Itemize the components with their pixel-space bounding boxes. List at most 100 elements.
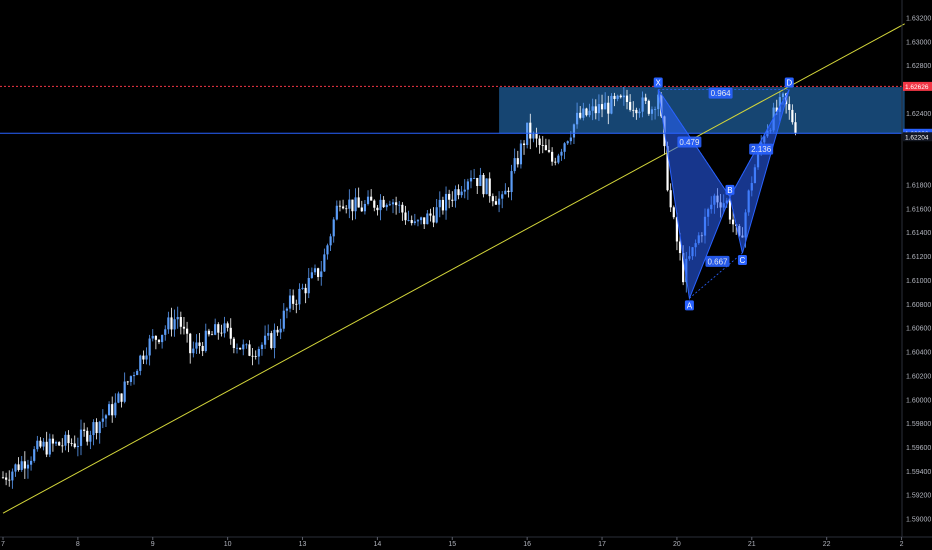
candle <box>391 198 395 214</box>
time-tick-label: 14 <box>374 541 382 548</box>
candle <box>285 307 289 319</box>
harmonic-pattern[interactable]: X A B C D 0.479 0.667 2.136 0.964 <box>653 77 794 311</box>
candle <box>154 335 157 350</box>
price-tick-label: 1.59000 <box>906 517 931 524</box>
candle <box>479 167 482 187</box>
candle-body <box>653 109 657 110</box>
candle <box>476 177 479 195</box>
time-axis[interactable]: 7 8 9 10 13 14 15 16 17 20 21 22 2 <box>1 537 904 548</box>
candle <box>8 470 11 487</box>
candle <box>214 318 217 336</box>
candle <box>351 199 354 221</box>
candle-body <box>126 381 129 383</box>
candle-body <box>629 101 632 110</box>
candle-body <box>201 345 204 352</box>
candle-body <box>345 208 348 210</box>
candle <box>625 89 629 110</box>
candle-body <box>497 198 501 205</box>
candle <box>326 243 329 260</box>
price-tick-label: 1.62400 <box>906 111 931 118</box>
candle-body <box>454 189 457 201</box>
candle <box>488 172 491 203</box>
candle-body <box>419 217 423 221</box>
candle <box>151 329 154 342</box>
candle <box>329 233 332 251</box>
candle-body <box>451 199 454 201</box>
candle <box>79 419 83 456</box>
candle <box>423 217 426 229</box>
candle <box>429 208 432 222</box>
candle-body <box>585 108 588 116</box>
candle <box>404 205 407 225</box>
price-tick-label: 1.62800 <box>906 63 931 70</box>
candle-body <box>682 253 685 283</box>
candle-body <box>176 317 179 320</box>
candle-body <box>33 449 36 461</box>
candle <box>510 164 513 201</box>
candle-body <box>404 212 407 221</box>
candle-body <box>195 342 198 349</box>
candle-body <box>114 402 117 416</box>
candle-body <box>600 104 604 110</box>
candle-body <box>101 418 104 422</box>
candle-body <box>276 329 279 333</box>
ratio-box <box>677 136 702 148</box>
candle <box>123 372 126 404</box>
candle-body <box>669 190 672 208</box>
candle-body <box>616 95 619 99</box>
candle <box>348 189 351 219</box>
candle-body <box>73 443 76 448</box>
candle <box>320 260 323 286</box>
candle <box>170 307 173 337</box>
candle-body <box>104 415 108 419</box>
price-tag-label: 1.62626 <box>905 84 929 91</box>
candle-body <box>429 213 432 216</box>
candle-body <box>775 107 778 112</box>
candle-body <box>145 355 148 360</box>
time-tick-label: 17 <box>598 541 606 548</box>
candle <box>76 437 79 457</box>
candle-body <box>282 310 285 329</box>
candle-body <box>619 95 622 98</box>
candle-body <box>469 177 473 182</box>
trendline[interactable] <box>2 23 905 514</box>
candle-body <box>263 335 267 345</box>
time-tick-label: 21 <box>748 541 756 548</box>
pattern-point-marker <box>653 77 663 88</box>
candle <box>42 438 45 451</box>
candle <box>129 375 133 386</box>
candle-body <box>257 349 260 357</box>
price-tick-label: 1.61200 <box>906 254 931 261</box>
candle <box>585 107 588 117</box>
candle-body <box>229 327 232 339</box>
candle <box>148 334 151 366</box>
candle-body <box>173 319 176 330</box>
candle <box>444 186 448 220</box>
candle <box>469 170 473 189</box>
candle <box>179 311 182 335</box>
candle <box>242 339 245 356</box>
zone-rectangle[interactable] <box>499 87 905 134</box>
candle <box>516 150 519 168</box>
candle-body <box>610 95 613 114</box>
candle <box>248 340 251 357</box>
candle <box>192 341 195 358</box>
candle <box>198 332 201 354</box>
candle-body <box>423 217 426 225</box>
price-tick-label: 1.59200 <box>906 493 931 500</box>
ratio-box <box>705 255 730 267</box>
candle <box>641 91 644 118</box>
time-tick-label: 15 <box>448 541 456 548</box>
candle-body <box>92 422 95 436</box>
candle <box>644 93 647 105</box>
candle <box>204 323 207 353</box>
candle-body <box>678 241 682 254</box>
candle-body <box>214 324 217 335</box>
candle-body <box>641 97 644 112</box>
candle-body <box>292 295 295 304</box>
candle-body <box>466 181 469 190</box>
candle <box>270 330 273 350</box>
time-tick-label: 7 <box>1 541 5 548</box>
candle-body <box>441 199 445 211</box>
